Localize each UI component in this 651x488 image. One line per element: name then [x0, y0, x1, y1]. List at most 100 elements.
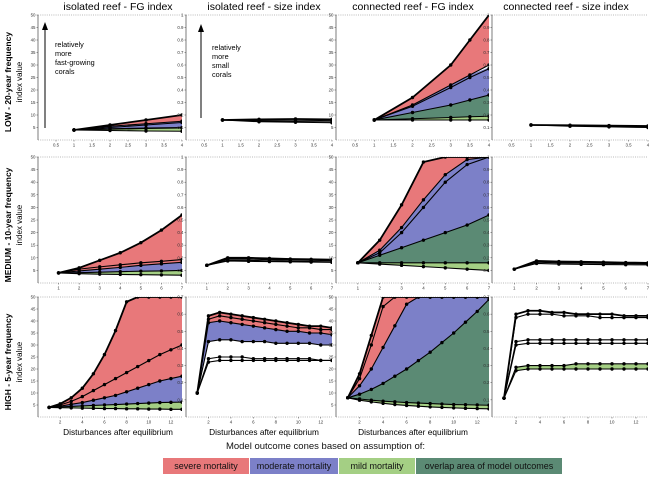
x-tick-label: 0.5 [352, 143, 359, 148]
y-tick-label: 0.2 [483, 113, 490, 118]
y-tick-label: 0.5 [483, 329, 490, 334]
x-tick-label: 10 [451, 420, 456, 425]
data-point [206, 339, 211, 344]
y-tick-label: 5 [331, 268, 334, 273]
legend-title: Model outcome cones based on assumption … [225, 441, 426, 452]
x-tick-label: 6 [405, 420, 408, 425]
y-tick-label: 0.1 [483, 125, 490, 130]
series-line [73, 114, 182, 131]
y-tick-label: 45 [31, 25, 36, 30]
data-point [180, 343, 182, 347]
y-tick-label: 20 [329, 230, 334, 235]
y-tick-label: 40 [31, 319, 36, 324]
y-tick-label: 5 [33, 125, 36, 130]
x-tick-label: 7 [647, 286, 650, 291]
data-point [262, 339, 267, 344]
data-point [274, 322, 278, 327]
y-tick-label: 20 [329, 88, 334, 93]
data-point [91, 398, 96, 402]
data-point [404, 297, 409, 299]
x-tick-label: 3 [145, 143, 148, 148]
data-point [91, 406, 96, 411]
x-tick-label: 2 [535, 286, 538, 291]
data-point [274, 358, 278, 363]
y-tick-label: 0.4 [177, 88, 184, 93]
data-point [262, 326, 267, 330]
y-axis-label-2: index value [15, 341, 24, 382]
data-point [285, 321, 289, 325]
data-point [80, 406, 85, 410]
data-point [369, 367, 374, 371]
data-point [404, 400, 409, 405]
data-point [251, 319, 256, 323]
band-overlap-area-of-model-outcomes [374, 95, 489, 120]
size-note-line-1: more [212, 52, 229, 61]
data-point [102, 352, 107, 357]
legend-label-severe: severe mortality [174, 460, 238, 471]
y-tick-label: 0.4 [483, 230, 490, 235]
row-label-1: MEDIUM - 10-year frequency [3, 167, 13, 282]
y-tick-label: 40 [329, 38, 334, 43]
data-point [475, 309, 479, 314]
data-point [463, 403, 468, 407]
data-point [135, 297, 140, 299]
data-point [113, 376, 118, 381]
size-note-line-2: small [212, 61, 229, 70]
y-tick-label: 35 [329, 50, 334, 55]
x-tick-label: 1 [73, 143, 76, 148]
data-point [526, 367, 530, 371]
band-severe-mortality [49, 297, 182, 408]
x-tick-label: 2 [378, 286, 381, 291]
panel-0-2: 5 10 15 20 25 30 35 40 45 50 0.5 1 1.5 2 2.5 3 3.5 4 [329, 13, 491, 148]
data-point [240, 314, 244, 318]
data-point [124, 407, 129, 411]
data-point [56, 271, 61, 275]
data-point [330, 260, 332, 265]
data-point [307, 341, 312, 345]
x-tick-label: 3.5 [625, 143, 632, 148]
y-tick-label: 0.6 [177, 312, 184, 317]
data-point [550, 363, 554, 368]
data-point [393, 297, 397, 299]
x-tick-label: 6 [466, 286, 469, 291]
y-tick-label: 50 [329, 295, 334, 300]
data-point [512, 267, 516, 271]
data-point [319, 343, 323, 347]
data-point [240, 339, 244, 344]
data-point [586, 362, 590, 366]
x-tick-label: 2 [258, 143, 261, 148]
data-point [463, 406, 468, 411]
data-point [307, 358, 312, 363]
x-tick-label: 3 [98, 286, 101, 291]
data-point [206, 360, 211, 364]
data-point [135, 386, 140, 390]
y-tick-label: 0.9 [483, 167, 490, 172]
y-tick-label: 0.9 [483, 25, 490, 30]
data-point [514, 339, 518, 344]
data-point [180, 113, 182, 117]
y-tick-label: 50 [31, 13, 36, 18]
data-point [421, 198, 426, 202]
band-moderate-mortality [347, 297, 489, 398]
data-point [421, 261, 426, 265]
data-point [229, 315, 233, 320]
y-tick-label: 0.9 [177, 167, 184, 172]
panel-plot-area [529, 123, 648, 130]
data-point [229, 358, 233, 363]
y-tick-label: 0.9 [177, 25, 184, 30]
y-tick-label: 40 [329, 180, 334, 185]
column-title-3: connected reef - size index [503, 1, 629, 13]
legend-swatch-severe: severe mortality [163, 457, 249, 474]
panel-plot-area [195, 310, 332, 395]
size-annotation: relatively more small corals [198, 24, 241, 118]
y-tick-label: 15 [329, 100, 334, 105]
panel-2-0: 5 10 15 20 25 30 35 40 45 50 2 4 6 8 10 12 [31, 295, 182, 425]
data-point [598, 315, 602, 320]
data-point [180, 257, 182, 262]
data-point [529, 123, 533, 127]
data-point [251, 358, 256, 363]
legend-label-overlap: overlap area of model outcomes [424, 460, 554, 471]
data-point [58, 405, 62, 410]
x-tick-label: 8 [125, 420, 128, 425]
data-point [634, 341, 638, 345]
